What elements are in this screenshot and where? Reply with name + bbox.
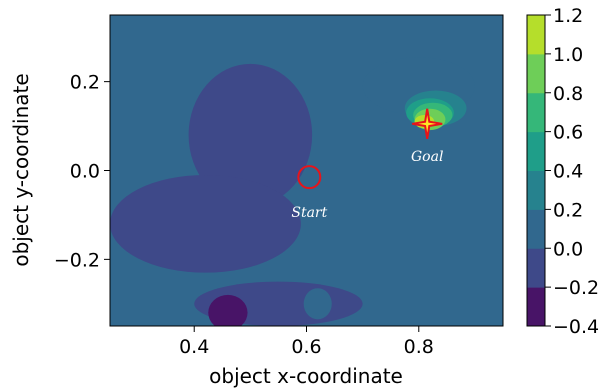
x-axis: 0.4 0.6 0.8 (179, 326, 434, 358)
y-tick-label: −0.2 (54, 249, 100, 271)
colorbar-tick-label: 0.0 (553, 238, 583, 260)
contour-region (110, 174, 301, 273)
colorbar-band (527, 287, 545, 327)
colorbar-band (527, 248, 545, 288)
contour-region (208, 294, 248, 326)
x-tick-label: 0.8 (404, 336, 434, 358)
y-tick-label: 0.0 (70, 161, 100, 183)
goal-star-marker (412, 108, 443, 139)
colorbar-band (527, 170, 545, 210)
colorbar-tick-label: 0.8 (553, 83, 583, 105)
colorbar-tick-label: 1.0 (553, 44, 583, 66)
markers: Start Goal (291, 108, 443, 221)
colorbar-band (527, 92, 545, 133)
colorbar-tick-label: 0.2 (553, 199, 583, 221)
colorbar-tick-label: −0.2 (553, 277, 599, 299)
start-marker (297, 165, 322, 190)
x-tick-label: 0.4 (179, 336, 209, 358)
colorbar-tick-label: 0.6 (553, 122, 583, 144)
colorbar: −0.4 −0.2 0.0 0.2 0.4 0.6 0.8 1.0 1.2 (526, 5, 599, 338)
colorbar-band (527, 53, 545, 94)
colorbar-tick-label: −0.4 (553, 316, 599, 338)
contour-region (188, 63, 313, 207)
y-axis: −0.2 0.0 0.2 (54, 72, 110, 271)
contour-regions (110, 57, 475, 326)
colorbar-band (527, 131, 545, 171)
x-tick-label: 0.6 (291, 336, 321, 358)
contour-region (303, 288, 332, 320)
plot-area: Start Goal (109, 14, 504, 327)
colorbar-band (527, 15, 545, 55)
goal-label: Goal (411, 149, 443, 165)
start-label: Start (291, 205, 327, 221)
colorbar-tick-label: 1.2 (553, 5, 583, 27)
colorbar-tick-label: 0.4 (553, 161, 583, 183)
x-axis-label: object x-coordinate (209, 364, 403, 388)
colorbar-band (527, 209, 545, 249)
y-tick-label: 0.2 (70, 72, 100, 94)
y-axis-label: object y-coordinate (9, 73, 33, 266)
